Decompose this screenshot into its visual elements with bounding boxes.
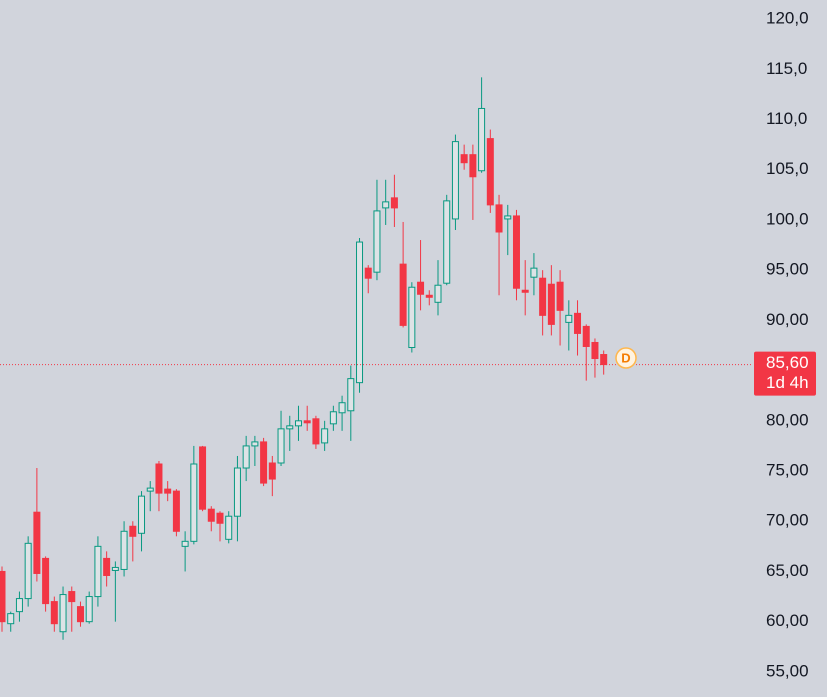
- candle-body: [591, 341, 599, 360]
- y-tick-label: 105,0: [766, 159, 809, 178]
- dividend-marker-label: D: [621, 350, 630, 365]
- y-tick-label: 75,00: [766, 461, 809, 480]
- candle-body: [321, 428, 329, 444]
- candle-body: [76, 606, 84, 623]
- candle-body: [417, 281, 425, 295]
- candle-body: [312, 418, 320, 445]
- candle-body: [338, 402, 346, 414]
- candle-body: [347, 378, 355, 412]
- candle-body: [199, 446, 207, 510]
- candle-body: [146, 487, 154, 492]
- y-tick-label: 70,00: [766, 511, 809, 530]
- candle-body: [94, 545, 102, 598]
- candle-body: [24, 542, 32, 600]
- y-tick-label: 95,00: [766, 260, 809, 279]
- candle-body: [120, 530, 128, 570]
- candle-body: [443, 200, 451, 284]
- candle-body: [85, 596, 93, 623]
- candle-body: [504, 215, 512, 220]
- y-tick-label: 55,00: [766, 661, 809, 680]
- candle-body: [129, 525, 137, 537]
- candle-body: [356, 241, 364, 384]
- candle-body: [478, 107, 486, 172]
- candle-body: [382, 201, 390, 209]
- y-tick-label: 120,0: [766, 9, 809, 28]
- candle-body: [286, 425, 294, 430]
- candle-body: [233, 467, 241, 517]
- candle-body: [486, 138, 494, 206]
- candle-body: [216, 512, 224, 524]
- candle-body: [155, 463, 163, 494]
- candle-body: [512, 215, 520, 289]
- candle-body: [451, 141, 459, 220]
- candle-body: [303, 420, 311, 424]
- countdown-label: 1d 4h: [766, 373, 809, 392]
- candle-body: [42, 557, 50, 605]
- candle-body: [50, 601, 58, 625]
- y-tick-label: 115,0: [766, 59, 807, 78]
- y-tick-label: 90,00: [766, 310, 809, 329]
- y-tick-label: 110,0: [766, 109, 807, 128]
- price-label-box: [754, 351, 816, 396]
- candle-body: [277, 428, 285, 464]
- candle-body: [547, 283, 555, 325]
- candle-body: [190, 463, 198, 542]
- candle-body: [408, 286, 416, 348]
- candle-body: [574, 312, 582, 334]
- y-tick-label: 60,00: [766, 611, 809, 630]
- candle-body: [600, 354, 608, 366]
- candle-body: [460, 154, 468, 164]
- candle-body: [294, 420, 302, 427]
- candle-body: [242, 445, 250, 469]
- candle-body: [434, 284, 442, 303]
- candle-body: [138, 495, 146, 534]
- candle-body: [251, 441, 259, 447]
- candle-body: [111, 566, 119, 571]
- candle-body: [172, 490, 180, 532]
- y-tick-label: 80,00: [766, 410, 809, 429]
- candle-body: [390, 197, 398, 209]
- candle-body: [59, 594, 67, 633]
- candle-body: [329, 411, 337, 425]
- candle-body: [164, 488, 172, 494]
- dividend-marker: [615, 347, 637, 369]
- candle-body: [582, 325, 590, 347]
- candle-body: [495, 204, 503, 233]
- y-tick-label: 100,0: [766, 209, 809, 228]
- candle-body: [33, 511, 41, 574]
- candle-body: [565, 314, 573, 323]
- candle-body: [7, 613, 15, 625]
- candle-body: [364, 267, 372, 279]
- candle-body: [0, 570, 6, 623]
- candle-body: [469, 154, 477, 178]
- candle-body: [399, 263, 407, 326]
- candle-body: [556, 281, 564, 311]
- candle-body: [539, 277, 547, 316]
- candle-body: [181, 540, 189, 547]
- candle-body: [373, 210, 381, 273]
- candle-body: [521, 289, 529, 293]
- candle-body: [225, 515, 233, 540]
- candle-body: [15, 598, 23, 613]
- candle-body: [268, 462, 276, 480]
- candle-body: [260, 441, 268, 484]
- price-label: 85,60: [766, 353, 809, 372]
- candle-body: [530, 267, 538, 278]
- candle-body: [207, 508, 215, 522]
- candle-body: [425, 294, 433, 298]
- candle-body: [68, 591, 76, 603]
- candle-body: [103, 557, 111, 576]
- y-tick-label: 65,00: [766, 561, 809, 580]
